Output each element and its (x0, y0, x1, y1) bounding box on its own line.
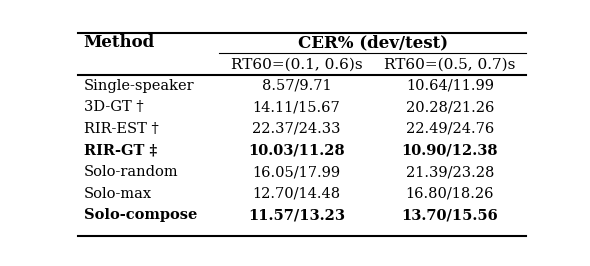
Text: Solo-max: Solo-max (84, 187, 152, 201)
Text: RT60=(0.1, 0.6)s: RT60=(0.1, 0.6)s (231, 57, 362, 71)
Text: 22.49/24.76: 22.49/24.76 (406, 122, 494, 136)
Text: 13.70/15.56: 13.70/15.56 (401, 208, 498, 222)
Text: Solo-random: Solo-random (84, 165, 178, 179)
Text: 11.57/13.23: 11.57/13.23 (248, 208, 345, 222)
Text: RIR-EST †: RIR-EST † (84, 122, 159, 136)
Text: 21.39/23.28: 21.39/23.28 (405, 165, 494, 179)
Text: RT60=(0.5, 0.7)s: RT60=(0.5, 0.7)s (384, 57, 516, 71)
Text: Single-speaker: Single-speaker (84, 79, 195, 93)
Text: RIR-GT ‡: RIR-GT ‡ (84, 143, 157, 157)
Text: Method: Method (83, 34, 154, 51)
Text: 10.64/11.99: 10.64/11.99 (406, 79, 494, 93)
Text: 8.57/9.71: 8.57/9.71 (261, 79, 331, 93)
Text: 10.90/12.38: 10.90/12.38 (402, 143, 498, 157)
Text: 16.80/18.26: 16.80/18.26 (405, 187, 494, 201)
Text: 3D-GT †: 3D-GT † (84, 100, 143, 114)
Text: Solo-compose: Solo-compose (84, 208, 197, 222)
Text: 12.70/14.48: 12.70/14.48 (253, 187, 340, 201)
Text: 10.03/11.28: 10.03/11.28 (248, 143, 345, 157)
Text: 16.05/17.99: 16.05/17.99 (253, 165, 340, 179)
Text: 20.28/21.26: 20.28/21.26 (405, 100, 494, 114)
Text: CER% (dev/test): CER% (dev/test) (298, 34, 448, 51)
Text: 14.11/15.67: 14.11/15.67 (253, 100, 340, 114)
Text: 22.37/24.33: 22.37/24.33 (252, 122, 340, 136)
